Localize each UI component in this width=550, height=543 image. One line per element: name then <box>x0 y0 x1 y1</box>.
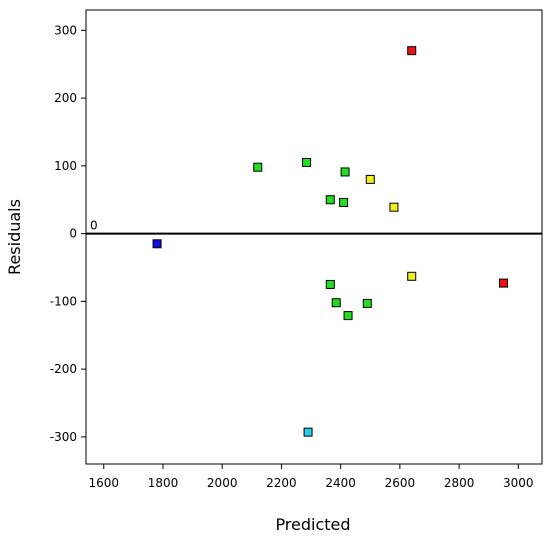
y-tick-label: -300 <box>50 430 77 444</box>
data-point <box>302 157 312 167</box>
data-point <box>407 271 417 281</box>
data-points <box>152 46 509 437</box>
x-axis-ticks: 1600 1800 2000 2200 2400 2600 2800 3000 <box>88 464 534 490</box>
data-point <box>362 298 372 308</box>
x-tick-label: 2800 <box>444 476 475 490</box>
data-point <box>365 174 375 184</box>
data-point <box>340 167 350 177</box>
x-tick-label: 2600 <box>385 476 416 490</box>
data-point <box>325 195 335 205</box>
x-tick-label: 2000 <box>207 476 238 490</box>
y-tick-label: 200 <box>54 91 77 105</box>
data-point <box>499 278 509 288</box>
y-tick-label: 100 <box>54 159 77 173</box>
data-point <box>331 298 341 308</box>
y-tick-label: -200 <box>50 362 77 376</box>
y-axis-title: Residuals <box>5 199 24 275</box>
x-tick-label: 3000 <box>503 476 534 490</box>
x-tick-label: 1600 <box>88 476 119 490</box>
data-point <box>253 162 263 172</box>
y-tick-label: 300 <box>54 23 77 37</box>
y-axis-ticks: -300 -200 -100 0 100 200 300 <box>50 23 86 444</box>
data-point <box>152 239 162 249</box>
x-axis-title: Predicted <box>275 515 350 534</box>
x-tick-label: 2400 <box>325 476 356 490</box>
data-point <box>389 202 399 212</box>
data-point <box>325 279 335 289</box>
zero-reference-label: 0 <box>90 219 98 233</box>
y-tick-label: -100 <box>50 294 77 308</box>
x-tick-label: 2200 <box>266 476 297 490</box>
plot-area <box>85 9 543 465</box>
data-point <box>339 197 349 207</box>
data-point <box>303 427 313 437</box>
data-point <box>343 311 353 321</box>
x-tick-label: 1800 <box>148 476 179 490</box>
y-tick-label: 0 <box>69 227 77 241</box>
data-point <box>407 46 417 56</box>
